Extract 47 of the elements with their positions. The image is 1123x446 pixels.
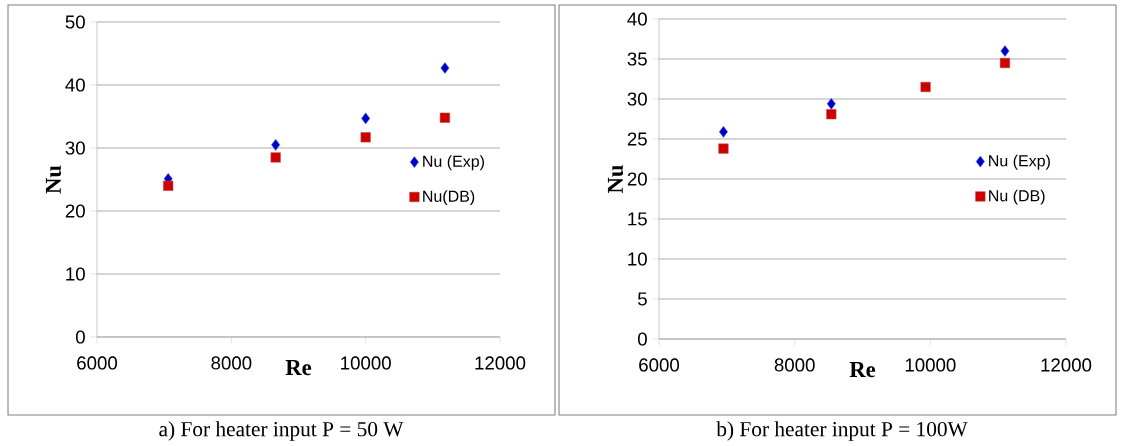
point <box>440 62 450 74</box>
x-tick-label: 6000 <box>639 358 680 372</box>
point <box>718 125 728 138</box>
point <box>1000 45 1010 57</box>
point <box>163 180 174 191</box>
y-tick-label: 10 <box>628 252 647 266</box>
legend-label: Nu(DB) <box>423 190 475 206</box>
y-tick-label: 5 <box>638 292 647 306</box>
y-tick-label: 35 <box>627 52 647 66</box>
point <box>718 143 729 154</box>
x-tick-label: 12000 <box>1041 358 1092 372</box>
x-tick-label: 10000 <box>905 358 956 372</box>
point <box>826 97 836 110</box>
point <box>920 81 931 93</box>
y-tick-label: 10 <box>66 267 85 281</box>
legend-label: Nu (Exp) <box>423 155 484 171</box>
y-tick-label: 50 <box>65 15 85 29</box>
x-tick-label: 10000 <box>341 356 391 370</box>
y-tick-label: 0 <box>75 330 85 344</box>
point <box>999 57 1011 69</box>
x-tick-label: 8000 <box>211 356 252 370</box>
point <box>361 112 371 125</box>
x-tick-label: 8000 <box>774 358 815 372</box>
point <box>360 132 371 143</box>
y-tick-label: 40 <box>627 12 647 26</box>
text: a) For heater input P = 50 W <box>159 421 404 441</box>
y-tick-label: 40 <box>65 78 85 92</box>
y-tick-label: 20 <box>65 204 85 218</box>
y-axis-title: Nu <box>607 165 624 194</box>
y-tick-label: 20 <box>627 172 647 186</box>
y-tick-label: 30 <box>627 92 647 106</box>
point <box>271 138 281 151</box>
y-tick-label: 0 <box>637 332 647 346</box>
x-axis-title: Re <box>285 360 312 376</box>
legend-label: Nu (DB) <box>989 189 1045 205</box>
x-axis-title: Re <box>849 362 876 378</box>
point <box>439 112 450 123</box>
x-tick-label: 12000 <box>475 356 526 370</box>
y-tick-label: 15 <box>628 212 647 226</box>
point <box>826 109 837 120</box>
point <box>270 152 281 163</box>
y-axis-title: Nu <box>45 165 62 194</box>
y-tick-label: 25 <box>627 132 647 146</box>
text: b) For heater input P = 100W <box>716 421 968 441</box>
y-tick-label: 30 <box>65 141 85 155</box>
x-tick-label: 6000 <box>77 356 118 370</box>
legend-label: Nu (Exp) <box>989 154 1050 170</box>
